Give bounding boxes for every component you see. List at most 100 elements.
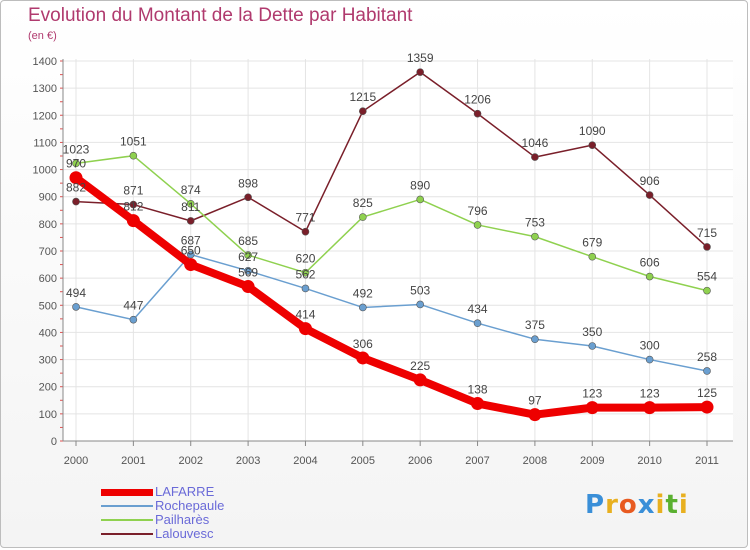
data-label: 679 xyxy=(582,236,602,250)
data-label: 97 xyxy=(528,394,542,408)
data-label: 771 xyxy=(295,211,315,225)
y-tick-label: 700 xyxy=(39,246,57,258)
series-line-rochepaule xyxy=(75,253,708,372)
chart-subtitle: (en €) xyxy=(28,30,57,42)
y-tick-label: 1300 xyxy=(33,83,57,95)
data-point xyxy=(356,351,370,365)
data-point xyxy=(645,191,654,199)
data-label: 871 xyxy=(123,184,143,198)
y-tick-label: 100 xyxy=(39,409,57,421)
data-point xyxy=(129,315,138,324)
data-point xyxy=(72,159,80,168)
data-label: 306 xyxy=(353,337,373,351)
data-point xyxy=(645,355,654,364)
data-label: 1206 xyxy=(464,93,491,107)
data-point xyxy=(359,303,367,312)
logo-letter: x xyxy=(637,490,656,520)
logo-letter: i xyxy=(678,490,689,520)
y-tick-label: 0 xyxy=(51,436,57,448)
data-label: 874 xyxy=(181,183,201,197)
data-point xyxy=(645,272,654,281)
data-label: 650 xyxy=(181,244,201,258)
data-point xyxy=(244,193,252,202)
legend-label: Pailharès xyxy=(155,512,210,527)
data-label: 970 xyxy=(66,157,86,171)
data-point xyxy=(69,171,83,185)
data-point xyxy=(588,252,597,261)
data-label: 569 xyxy=(238,266,258,280)
data-label: 627 xyxy=(238,250,258,264)
data-point xyxy=(241,280,255,294)
y-tick-label: 1100 xyxy=(33,137,57,149)
data-label: 1046 xyxy=(522,136,549,150)
x-tick-label: 2000 xyxy=(64,455,88,467)
logo-letter: i xyxy=(655,490,666,520)
logo-letter: o xyxy=(618,490,638,520)
legend-label: LAFARRE xyxy=(155,484,215,499)
x-tick-label: 2010 xyxy=(637,455,661,467)
legend-swatch xyxy=(101,505,153,507)
data-point xyxy=(416,68,424,76)
y-tick-label: 500 xyxy=(39,300,57,312)
data-point xyxy=(588,141,597,149)
legend-label: Rochepaule xyxy=(155,498,225,513)
data-point xyxy=(703,243,711,251)
series-line-pailharès xyxy=(75,154,708,292)
data-label: 434 xyxy=(468,302,488,316)
data-label: 882 xyxy=(66,181,86,195)
y-tick-label: 900 xyxy=(39,192,57,204)
data-point xyxy=(129,151,138,160)
y-tick-label: 1400 xyxy=(33,56,57,68)
data-label: 492 xyxy=(353,286,373,300)
y-tick-label: 200 xyxy=(39,382,57,394)
legend-swatch xyxy=(101,519,153,521)
data-label: 350 xyxy=(582,325,602,339)
data-label: 620 xyxy=(295,252,315,266)
data-point xyxy=(298,322,312,336)
data-label: 375 xyxy=(525,318,545,332)
data-label: 494 xyxy=(66,286,86,300)
data-point xyxy=(528,408,542,422)
data-point xyxy=(700,400,714,414)
x-tick-label: 2009 xyxy=(580,455,604,467)
data-point xyxy=(72,303,80,311)
data-label: 554 xyxy=(697,270,717,284)
data-point xyxy=(359,213,367,221)
data-label: 685 xyxy=(238,234,258,248)
data-label: 796 xyxy=(468,204,488,218)
x-tick-label: 2007 xyxy=(465,455,489,467)
x-tick-label: 2008 xyxy=(523,455,547,467)
data-label: 906 xyxy=(640,174,660,188)
data-point xyxy=(129,200,138,209)
data-label: 258 xyxy=(697,350,717,364)
data-label: 1090 xyxy=(579,124,606,138)
data-label: 753 xyxy=(525,216,545,230)
x-tick-label: 2001 xyxy=(121,455,145,467)
data-point xyxy=(244,251,252,259)
data-point xyxy=(588,342,597,350)
data-point xyxy=(643,401,657,415)
data-label: 125 xyxy=(697,386,717,400)
data-point xyxy=(359,107,367,116)
chart-title: Evolution du Montant de la Dette par Hab… xyxy=(28,5,413,26)
data-point xyxy=(244,267,252,275)
data-label: 811 xyxy=(181,200,200,214)
data-point xyxy=(531,153,539,161)
x-tick-label: 2005 xyxy=(351,455,375,467)
data-point xyxy=(186,217,195,225)
data-point xyxy=(416,300,424,309)
data-label: 812 xyxy=(123,200,143,214)
data-label: 447 xyxy=(123,299,143,313)
data-point xyxy=(531,335,539,344)
data-label: 715 xyxy=(697,226,717,240)
data-label: 687 xyxy=(181,234,201,248)
data-point xyxy=(186,250,195,259)
x-tick-label: 2003 xyxy=(236,455,260,467)
data-point xyxy=(531,232,539,241)
legend-label: Lalouvesc xyxy=(155,526,214,541)
legend-swatch xyxy=(101,488,153,496)
series-line-lalouvesc xyxy=(75,71,708,248)
y-tick-label: 400 xyxy=(39,327,57,339)
logo-letter: r xyxy=(605,490,619,520)
